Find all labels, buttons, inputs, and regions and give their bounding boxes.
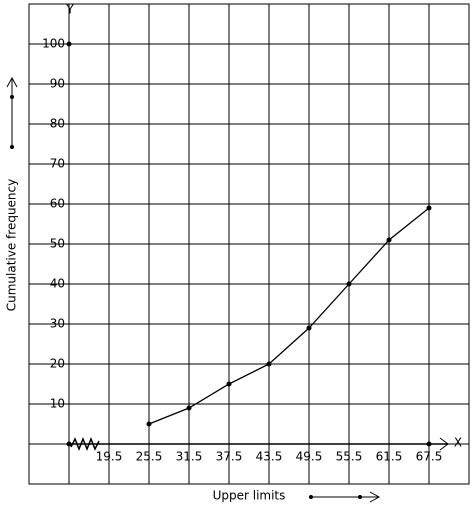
x-tick-label: 25.5	[136, 450, 163, 464]
data-point	[306, 325, 312, 331]
data-point	[226, 381, 232, 387]
y-tick-label: 30	[50, 317, 65, 331]
x-tick-label: 49.5	[296, 450, 323, 464]
arrow-dot	[309, 495, 313, 499]
x-label-arrow-head	[369, 491, 381, 503]
x-tick-label: 43.5	[256, 450, 283, 464]
x-tick-label: 61.5	[376, 450, 403, 464]
x-tick-label: 31.5	[176, 450, 203, 464]
axis-break	[70, 436, 100, 452]
y-axis-label: Cumulative frequency	[5, 179, 19, 312]
y-tick-label: 10	[50, 397, 65, 411]
x-tick-label: 67.5	[416, 450, 443, 464]
x-axis-name: X	[454, 436, 462, 450]
origin-dot	[66, 441, 72, 447]
x-tick-label: 55.5	[336, 450, 363, 464]
data-point	[266, 361, 272, 367]
ogive-line	[148, 207, 430, 425]
y-tick-label: 40	[50, 277, 65, 291]
y-tick-label: 100	[42, 37, 65, 51]
y-label-arrow-head	[6, 76, 18, 88]
y-tick-label: 80	[50, 117, 65, 131]
data-point	[346, 281, 352, 287]
y-tick-label: 60	[50, 197, 65, 211]
x-arrow-head	[439, 437, 449, 451]
y-tick-label: 20	[50, 357, 65, 371]
x-tick-label: 19.5	[96, 450, 123, 464]
y-axis-name: Y	[65, 3, 74, 17]
data-point	[146, 421, 152, 427]
x-tick-label: 37.5	[216, 450, 243, 464]
y-tick-label: 90	[50, 77, 65, 91]
arrow-dot	[10, 95, 14, 99]
data-point	[186, 405, 192, 411]
y-tick-label: 70	[50, 157, 65, 171]
y-tick-label: 50	[50, 237, 65, 251]
data-point	[426, 205, 432, 211]
data-point	[386, 237, 392, 243]
arrow-dot	[358, 495, 362, 499]
x-axis-label: Upper limits	[213, 489, 286, 503]
arrow-dot	[10, 145, 14, 149]
